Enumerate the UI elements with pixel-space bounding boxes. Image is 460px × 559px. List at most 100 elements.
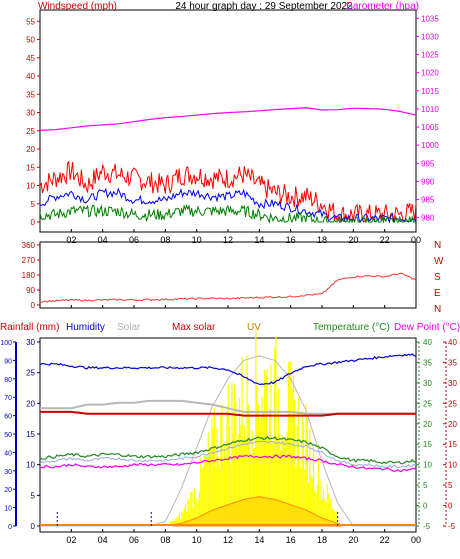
direction-panel-frame: [39, 241, 417, 309]
solar-bar: [281, 435, 283, 526]
humidity-label: Humidity: [66, 322, 105, 333]
solar-bar: [192, 508, 194, 526]
windspeed-axis-title: Windspeed (mph): [38, 1, 117, 12]
humidity-tick-label: 100: [0, 340, 12, 347]
humidity-tick-label: 80: [4, 377, 12, 384]
solar-bar: [333, 509, 335, 526]
solar-bar: [206, 458, 208, 526]
windspeed-tick-label: 10: [26, 182, 35, 191]
solar-bar: [247, 404, 249, 526]
rain-tick-label: 10: [26, 461, 35, 470]
temperature-tick-label: 40: [423, 338, 432, 347]
solar-bar: [322, 489, 325, 526]
solar-bar: [195, 503, 197, 526]
windspeed-tick-label: 20: [26, 145, 35, 154]
solar-bar: [197, 499, 199, 526]
solar-bar: [242, 436, 244, 526]
solar-bar: [269, 409, 271, 526]
barometer-tick-label: 985: [421, 196, 435, 205]
windspeed-tick-label: 0: [31, 218, 36, 227]
solar-bar: [181, 510, 183, 526]
x-tick-label: 06: [129, 535, 139, 545]
solar-bar: [324, 498, 326, 526]
solar-bar: [217, 456, 219, 526]
solar-bar: [193, 488, 195, 526]
compass-label: S: [434, 272, 441, 283]
solar-bar: [292, 375, 295, 526]
solar-bar: [232, 433, 234, 526]
barometer-line: [39, 107, 417, 131]
barometer-tick-label: 1025: [421, 51, 439, 60]
solar-bar: [237, 433, 239, 526]
barometer-tick-label: 1030: [421, 32, 439, 41]
x-tick-label: 04: [98, 235, 108, 245]
solar-bar: [240, 424, 242, 526]
temperature-tick-label: 10: [423, 461, 432, 470]
solar-bar: [220, 416, 222, 526]
solar-bar: [310, 475, 312, 526]
temperature-tick-label: 5: [423, 481, 428, 490]
solar-bar: [256, 386, 258, 526]
rain-tick-label: 25: [26, 369, 35, 378]
dewpoint-tick-label: 35: [448, 358, 457, 367]
solar-bar: [188, 512, 190, 526]
solar-bar: [267, 437, 269, 526]
humidity-tick-label: 10: [4, 506, 12, 513]
x-tick-label: 18: [317, 235, 327, 245]
solar-bar: [286, 431, 288, 526]
x-tick-label: 02: [66, 535, 76, 545]
x-tick-label: 16: [286, 235, 296, 245]
humidity-tick-label: 90: [4, 358, 12, 365]
solar-bar: [221, 403, 223, 526]
x-tick-label: 12: [223, 535, 233, 545]
solar-bar: [282, 442, 284, 526]
solar-bar: [180, 519, 182, 526]
x-tick-label: 20: [348, 235, 358, 245]
solar-bar: [202, 466, 204, 526]
solar-bar: [320, 480, 322, 526]
solar-bar: [294, 399, 296, 526]
solar-bar: [222, 463, 224, 526]
dewpoint-tick-label: -5: [448, 522, 456, 531]
solar-bar: [331, 508, 333, 526]
uv-area: [172, 496, 342, 527]
rain-tick-label: 15: [26, 430, 35, 439]
max-solar-label: Max solar: [172, 322, 216, 333]
solar-bar: [264, 370, 266, 526]
temperature-tick-label: 25: [423, 399, 432, 408]
solar-bar: [249, 408, 251, 526]
windspeed-tick-label: 30: [26, 109, 35, 118]
solar-bar: [226, 412, 228, 526]
rain-tick-label: 0: [31, 522, 36, 531]
humidity-tick-label: 40: [4, 450, 12, 457]
solar-bar: [326, 484, 328, 526]
solar-bar: [266, 369, 268, 526]
solar-bar: [328, 492, 330, 526]
x-tick-label: 14: [254, 535, 264, 545]
solar-bar: [236, 448, 238, 526]
solar-bar: [306, 416, 308, 526]
temperature-tick-label: 20: [423, 420, 432, 429]
solar-bar: [321, 499, 323, 526]
windspeed-tick-label: 55: [26, 17, 35, 26]
direction-tick-label: 0: [31, 301, 36, 310]
x-tick-label: 16: [286, 535, 296, 545]
solar-bar: [314, 489, 316, 526]
solar-bar: [284, 439, 286, 526]
solar-bar: [305, 404, 307, 526]
temperature-label: Temperature (°C): [313, 322, 390, 333]
solar-bar: [309, 427, 311, 526]
x-tick-label: 22: [380, 235, 390, 245]
dewpoint-label: Dew Point (°C): [394, 322, 460, 333]
solar-bar: [304, 469, 306, 526]
solar-bar: [316, 486, 318, 526]
solar-bar: [230, 464, 232, 526]
direction-tick-label: 270: [22, 256, 36, 265]
windspeed-tick-label: 50: [26, 36, 35, 45]
solar-bar: [223, 444, 226, 526]
solar-bar: [271, 442, 273, 526]
barometer-tick-label: 990: [421, 177, 435, 186]
dewpoint-tick-label: 25: [448, 399, 457, 408]
solar-bar: [270, 364, 272, 526]
wind-low-line: [39, 204, 416, 224]
